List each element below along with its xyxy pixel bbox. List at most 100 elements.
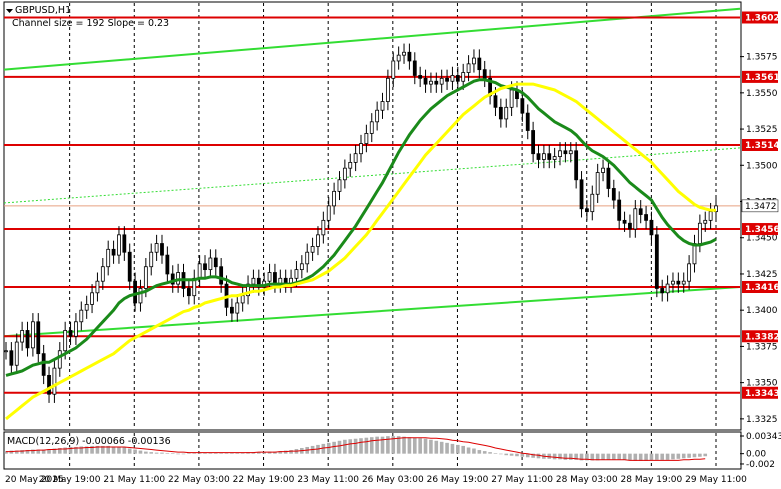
macd-bar xyxy=(493,453,498,454)
macd-tick-label: 0.00 xyxy=(746,450,766,460)
price-tick-label: 1.3400 xyxy=(746,306,778,316)
candle-body xyxy=(63,330,68,352)
candle-body xyxy=(708,211,713,221)
candle-body xyxy=(585,208,589,213)
macd-bar xyxy=(574,453,578,460)
candle-body xyxy=(310,246,315,253)
macd-bar xyxy=(461,445,465,454)
macd-signal-line xyxy=(6,437,706,461)
macd-bar xyxy=(224,453,229,454)
candle-body xyxy=(20,330,25,343)
time-label: 28 May 03:00 xyxy=(556,475,618,485)
macd-bar xyxy=(515,453,519,457)
candle-body xyxy=(671,280,675,285)
candle-body xyxy=(79,309,84,323)
macd-bar xyxy=(434,440,439,454)
candle-body xyxy=(482,69,487,79)
candle-body xyxy=(186,288,191,297)
candle-body xyxy=(525,112,530,131)
candle-body xyxy=(493,95,498,108)
macd-bar xyxy=(47,449,51,454)
candle-body xyxy=(450,75,455,82)
macd-bar xyxy=(111,446,116,454)
macd-bar xyxy=(407,437,412,454)
candle-body xyxy=(149,251,154,268)
candle-body xyxy=(676,280,681,285)
macd-bar xyxy=(665,453,670,460)
macd-bar xyxy=(601,453,605,460)
candle-body xyxy=(41,353,46,376)
macd-bar xyxy=(499,453,503,455)
time-label: 29 May 11:00 xyxy=(685,475,747,485)
macd-bar xyxy=(612,453,616,460)
macd-bar xyxy=(439,441,444,454)
candle-body xyxy=(402,51,406,56)
candle-body xyxy=(628,222,632,230)
candle-body xyxy=(294,269,299,279)
candle-body xyxy=(267,272,272,282)
macd-bar xyxy=(219,453,223,454)
macd-bar xyxy=(203,452,207,454)
price-tick-label: 1.3425 xyxy=(746,270,778,280)
candle-body xyxy=(342,167,347,181)
candle-body xyxy=(90,292,94,305)
candle-body xyxy=(25,330,30,349)
macd-bar xyxy=(536,453,541,459)
candle-body xyxy=(165,254,170,275)
candle-body xyxy=(461,72,466,82)
macd-bar xyxy=(257,452,261,454)
candle-body xyxy=(439,77,444,85)
macd-bar xyxy=(52,448,57,454)
macd-bar xyxy=(79,446,84,454)
candle-body xyxy=(47,374,51,395)
macd-bar xyxy=(558,453,562,460)
candle-body xyxy=(590,193,595,213)
macd-bar xyxy=(332,441,336,454)
candle-body xyxy=(520,98,525,114)
macd-bar xyxy=(450,443,455,454)
candle-body xyxy=(251,277,256,285)
macd-bar xyxy=(337,440,342,454)
macd-bar xyxy=(568,453,573,460)
level-tag-label: 1.3343 xyxy=(745,389,780,399)
candle-body xyxy=(235,302,240,314)
moving-average-green xyxy=(5,78,717,377)
candle-body xyxy=(407,51,412,62)
candle-body xyxy=(138,288,143,304)
candle-body xyxy=(617,199,622,221)
symbol-title: GBPUSD,H1 xyxy=(15,5,71,16)
channel-mid-line xyxy=(3,147,741,204)
candle-body xyxy=(321,219,326,236)
macd-bar xyxy=(698,453,702,457)
candle-body xyxy=(498,106,503,120)
macd-bar xyxy=(117,446,121,454)
candle-body xyxy=(57,350,62,369)
candle-body xyxy=(36,321,41,355)
candle-body xyxy=(305,251,310,265)
candle-body xyxy=(681,280,686,285)
macd-bar xyxy=(364,437,369,454)
macd-bar xyxy=(208,452,213,454)
channel-upper-line xyxy=(3,7,741,71)
candle-body xyxy=(95,280,100,294)
time-label: 26 May 03:00 xyxy=(362,475,424,485)
candle-body xyxy=(316,234,320,247)
macd-bar xyxy=(628,453,632,461)
macd-bar xyxy=(622,453,627,460)
macd-bar xyxy=(176,453,180,455)
macd-bar xyxy=(482,451,487,454)
dropdown-triangle-icon[interactable] xyxy=(6,9,13,13)
candle-body xyxy=(385,77,390,102)
candle-body xyxy=(213,257,218,268)
macd-bar xyxy=(41,449,46,454)
macd-bar xyxy=(456,444,460,454)
level-tag-label: 1.3456 xyxy=(745,225,780,235)
candle-body xyxy=(660,288,665,294)
candle-body xyxy=(380,101,385,111)
candle-body xyxy=(595,172,600,195)
time-label: 22 May 03:00 xyxy=(168,475,230,485)
level-tag-label: 1.3602 xyxy=(745,13,780,23)
price-tick-label: 1.3325 xyxy=(746,415,778,425)
time-label: 27 May 11:00 xyxy=(491,475,553,485)
